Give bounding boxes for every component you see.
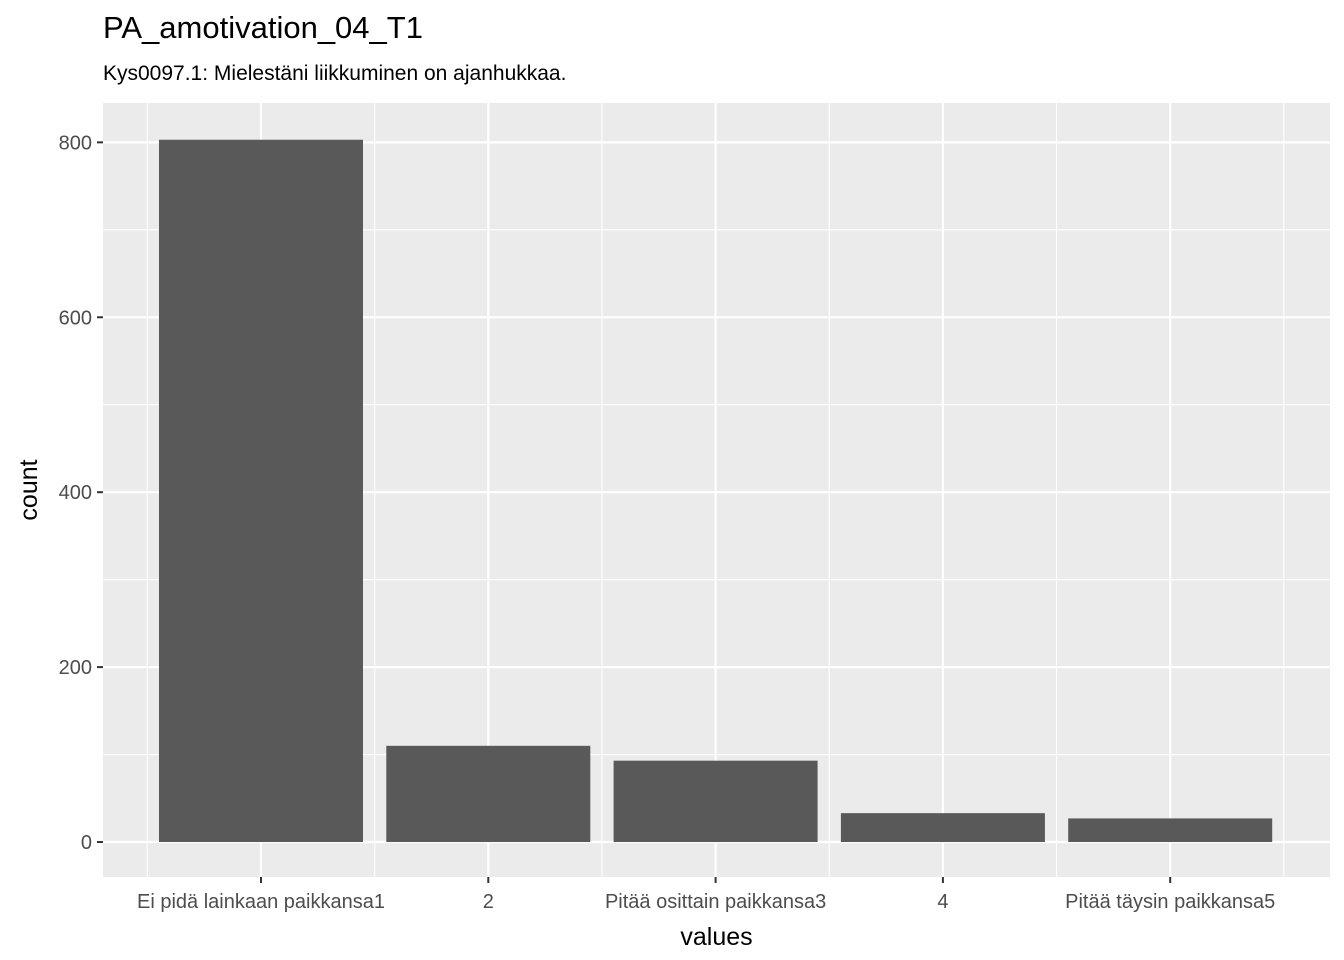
y-tick-label: 800 bbox=[59, 132, 92, 154]
bar bbox=[840, 813, 1045, 843]
y-axis-title: count bbox=[15, 459, 43, 520]
y-tick-label: 600 bbox=[59, 307, 92, 329]
y-tick-label: 400 bbox=[59, 482, 92, 504]
bar bbox=[613, 760, 818, 843]
bar bbox=[1068, 818, 1273, 843]
x-tick-label: Pitää täysin paikkansa5 bbox=[1065, 891, 1275, 913]
chart-title: PA_amotivation_04_T1 bbox=[103, 10, 423, 45]
bars bbox=[159, 139, 1273, 843]
chart-subtitle: Kys0097.1: Mielestäni liikkuminen on aja… bbox=[103, 62, 567, 85]
x-tick-label: 2 bbox=[483, 891, 494, 913]
x-axis: Ei pidä lainkaan paikkansa1 2 Pitää ositta… bbox=[137, 877, 1275, 913]
x-tick-label: Ei pidä lainkaan paikkansa1 bbox=[137, 891, 385, 913]
x-tick-label: Pitää osittain paikkansa3 bbox=[605, 891, 826, 913]
y-axis: 0 200 400 600 800 bbox=[59, 132, 103, 854]
x-axis-title: values bbox=[680, 923, 752, 951]
x-tick-label: 4 bbox=[937, 891, 948, 913]
bar bbox=[159, 139, 363, 843]
y-tick-label: 0 bbox=[81, 832, 92, 854]
bar bbox=[386, 745, 591, 843]
y-tick-label: 200 bbox=[59, 657, 92, 679]
